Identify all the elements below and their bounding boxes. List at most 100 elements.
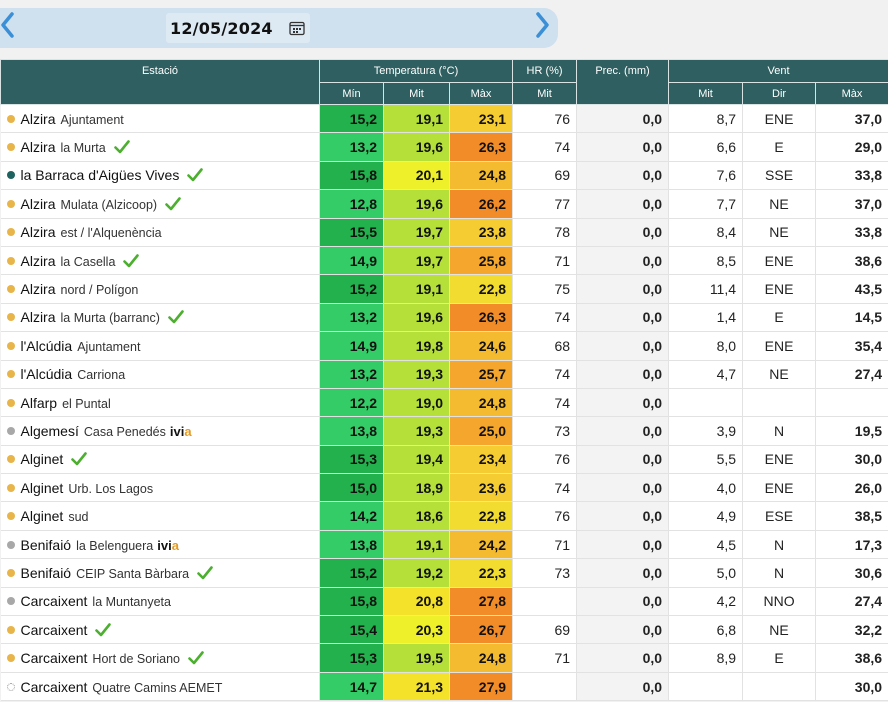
table-row[interactable]: l'Alcúdia Ajuntament 14,9 19,8 24,6 68 0,0 8,0 E… — [0, 331, 888, 361]
wind-dir-cell: NE — [742, 189, 817, 219]
station-cell[interactable]: Alzira la Murta — [0, 132, 320, 162]
station-cell[interactable]: Carcaixent la Muntanyeta — [0, 587, 320, 617]
date-picker[interactable]: 12/05/2024 — [166, 13, 310, 43]
station-cell[interactable]: Alzira est / l'Alquenència — [0, 218, 320, 247]
prec-cell: 0,0 — [576, 132, 670, 162]
station-cell[interactable]: l'Alcúdia Carriona — [0, 360, 320, 389]
station-name[interactable]: Carcaixent — [20, 593, 88, 610]
station-cell[interactable]: Carcaixent Hort de Soriano — [0, 643, 320, 673]
station-name[interactable]: Alzira — [20, 252, 56, 269]
station-cell[interactable]: Benifaió la Belenguera ivia — [0, 530, 320, 560]
table-row[interactable]: Alzira Ajuntament 15,2 19,1 23,1 76 0,0 8,7 ENE 3… — [0, 104, 888, 134]
station-cell[interactable]: la Barraca d'Aigües Vives — [0, 161, 320, 191]
table-row[interactable]: Algemesí Casa Penedés ivia 13,8 19,3 25,0 73 0,… — [0, 416, 888, 446]
table-row[interactable]: Alginet 15,3 19,4 23,4 76 0,0 5,5 ENE 30,0 — [0, 445, 888, 475]
station-name[interactable]: l'Alcúdia — [20, 366, 73, 383]
station-cell[interactable]: Carcaixent — [0, 615, 320, 645]
station-name[interactable]: Carcaixent — [20, 678, 88, 695]
station-name[interactable]: Alzira — [20, 195, 56, 212]
prec-cell: 0,0 — [576, 416, 670, 446]
hr-cell: 71 — [512, 246, 578, 276]
station-status-dot — [6, 143, 15, 152]
table-row[interactable]: Carcaixent Quatre Camins AEMET 14,7 21,3 27,… — [0, 672, 888, 702]
table-row[interactable]: l'Alcúdia Carriona 13,2 19,3 25,7 74 0,0 4,7 NE 2… — [0, 360, 888, 389]
station-cell[interactable]: Benifaió CEIP Santa Bàrbara — [0, 558, 320, 588]
temp-min-cell: 13,8 — [319, 530, 384, 560]
header-w-mit[interactable]: Mit — [668, 82, 744, 105]
table-row[interactable]: Benifaió CEIP Santa Bàrbara 15,2 19,2 22,3 73… — [0, 558, 888, 588]
station-name[interactable]: Alzira — [20, 309, 56, 326]
header-w-dir[interactable]: Dir — [742, 82, 817, 105]
wind-max-cell: 38,5 — [815, 501, 888, 531]
station-cell[interactable]: Alginet sud — [0, 501, 320, 531]
header-w-max[interactable]: Màx — [815, 82, 888, 105]
table-row[interactable]: Alzira est / l'Alquenència 15,5 19,7 23,8 78 0… — [0, 218, 888, 247]
prev-day-button[interactable] — [0, 10, 18, 40]
station-cell[interactable]: Alzira Ajuntament — [0, 104, 320, 134]
station-location: Hort de Soriano — [92, 652, 180, 667]
station-cell[interactable]: l'Alcúdia Ajuntament — [0, 331, 320, 361]
station-status-dot — [6, 398, 15, 407]
station-cell[interactable]: Alzira la Murta (barranc) — [0, 303, 320, 333]
table-row[interactable]: Alzira la Murta (barranc) 13,2 19,6 26,3 74 0,… — [0, 303, 888, 333]
table-row[interactable]: Benifaió la Belenguera ivia 13,8 19,1 24,2 71 0… — [0, 530, 888, 560]
temp-min-cell: 13,2 — [319, 303, 384, 333]
hr-cell: 74 — [512, 388, 578, 418]
station-cell[interactable]: Alginet — [0, 445, 320, 475]
station-name[interactable]: Alzira — [20, 224, 56, 241]
table-row[interactable]: Alginet Urb. Los Lagos 15,0 18,9 23,6 74 0,0 4,… — [0, 473, 888, 503]
header-t-mit[interactable]: Mit — [383, 82, 450, 105]
station-name[interactable]: Benifaió — [20, 536, 72, 553]
station-status-dot — [6, 597, 15, 606]
table-row[interactable]: Alzira nord / Polígon 15,2 19,1 22,8 75 0,0 11,… — [0, 274, 888, 304]
table-row[interactable]: Alzira la Murta 13,2 19,6 26,3 74 0,0 6,6 E 29,0 — [0, 132, 888, 162]
wind-dir-cell: ENE — [742, 104, 817, 134]
ivia-logo-text: ivi — [157, 537, 172, 553]
station-cell[interactable]: Alginet Urb. Los Lagos — [0, 473, 320, 503]
table-row[interactable]: Alzira Mulata (Alzicoop) 12,8 19,6 26,2 77 0,0… — [0, 189, 888, 219]
header-t-max[interactable]: Màx — [448, 82, 514, 105]
station-cell[interactable]: Carcaixent Quatre Camins AEMET — [0, 672, 320, 702]
table-row[interactable]: Carcaixent la Muntanyeta 15,8 20,8 27,8 0,0 4,… — [0, 587, 888, 617]
table-row[interactable]: Alginet sud 14,2 18,6 22,8 76 0,0 4,9 ESE 38,5 — [0, 501, 888, 531]
station-cell[interactable]: Alfarp el Puntal — [0, 388, 320, 418]
wind-mit-cell: 5,5 — [668, 445, 744, 475]
table-row[interactable]: Carcaixent 15,4 20,3 26,7 69 0,0 6,8 NE 32,2 — [0, 615, 888, 645]
station-name[interactable]: Alginet — [20, 479, 64, 496]
temp-mit-cell: 19,7 — [383, 218, 450, 247]
header-prec[interactable]: Prec. (mm) — [576, 59, 670, 105]
station-name[interactable]: Benifaió — [20, 564, 72, 581]
wind-mit-cell: 1,4 — [668, 303, 744, 333]
station-status-dot — [6, 171, 15, 180]
station-name[interactable]: Alginet — [20, 451, 64, 468]
station-name[interactable]: la Barraca d'Aigües Vives — [20, 167, 180, 184]
station-name[interactable]: Alzira — [20, 281, 56, 298]
table-row[interactable]: Alfarp el Puntal 12,2 19,0 24,8 74 0,0 — [0, 388, 888, 418]
next-day-button[interactable] — [532, 10, 554, 40]
temp-min-cell: 15,2 — [319, 274, 384, 304]
station-name[interactable]: Alzira — [20, 139, 56, 156]
wind-mit-cell: 7,6 — [668, 161, 744, 191]
station-cell[interactable]: Alzira Mulata (Alzicoop) — [0, 189, 320, 219]
table-row[interactable]: Carcaixent Hort de Soriano 15,3 19,5 24,8 71 0… — [0, 643, 888, 673]
header-hr-mit[interactable]: Mit — [512, 82, 578, 105]
header-t-min[interactable]: Mín — [319, 82, 384, 105]
station-cell[interactable]: Algemesí Casa Penedés ivia — [0, 416, 320, 446]
station-name[interactable]: l'Alcúdia — [20, 337, 73, 354]
station-cell[interactable]: Alzira nord / Polígon — [0, 274, 320, 304]
ivia-logo: ivia — [170, 423, 192, 439]
table-row[interactable]: Alzira la Casella 14,9 19,7 25,8 71 0,0 8,5 ENE 3… — [0, 246, 888, 276]
station-name[interactable]: Alfarp — [20, 394, 58, 411]
wind-mit-cell: 8,9 — [668, 643, 744, 673]
hr-cell: 73 — [512, 558, 578, 588]
station-location: la Belenguera — [76, 538, 154, 553]
station-name[interactable]: Algemesí — [20, 422, 79, 439]
table-row[interactable]: la Barraca d'Aigües Vives 15,8 20,1 24,8 69 0… — [0, 161, 888, 191]
station-name[interactable]: Alzira — [20, 110, 56, 127]
station-name[interactable]: Alginet — [20, 508, 64, 525]
calendar-icon[interactable] — [289, 20, 305, 36]
station-name[interactable]: Carcaixent — [20, 621, 88, 638]
station-cell[interactable]: Alzira la Casella — [0, 246, 320, 276]
station-name[interactable]: Carcaixent — [20, 650, 88, 667]
header-station[interactable]: Estació — [0, 59, 320, 105]
